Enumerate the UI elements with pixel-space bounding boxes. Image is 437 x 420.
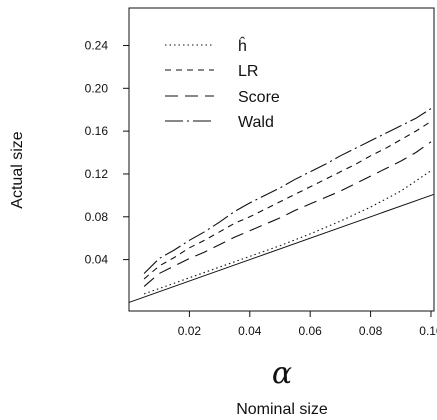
series-line-2 [143, 121, 432, 280]
x-tick-label: 0.06 [299, 324, 323, 338]
y-tick-label: 0.04 [85, 253, 109, 267]
series-line-3 [143, 141, 432, 287]
legend: ĥ LR Score Wald [165, 36, 280, 131]
legend-label: LR [238, 63, 258, 80]
plot-frame [128, 7, 435, 312]
legend-label: Wald [238, 114, 274, 131]
x-tick-label: 0.10 [419, 324, 437, 338]
y-tick-label: 0.12 [85, 167, 109, 181]
series-line-1 [143, 170, 432, 295]
x-axis-symbol: α [272, 356, 292, 391]
legend-label: Score [238, 89, 280, 106]
x-tick-label: 0.08 [359, 324, 383, 338]
y-tick-label: 0.16 [85, 124, 109, 138]
y-tick-label: 0.24 [85, 38, 109, 52]
y-axis-title: Actual size [9, 131, 26, 208]
x-tick-label: 0.02 [178, 324, 202, 338]
y-tick-label: 0.08 [85, 210, 109, 224]
series-line-4 [143, 108, 432, 274]
reference-line [128, 193, 435, 303]
x-axis-title: Nominal size [236, 401, 328, 418]
x-tick-label: 0.04 [238, 324, 262, 338]
y-tick-label: 0.20 [85, 81, 109, 95]
legend-label: ĥ [238, 36, 247, 55]
